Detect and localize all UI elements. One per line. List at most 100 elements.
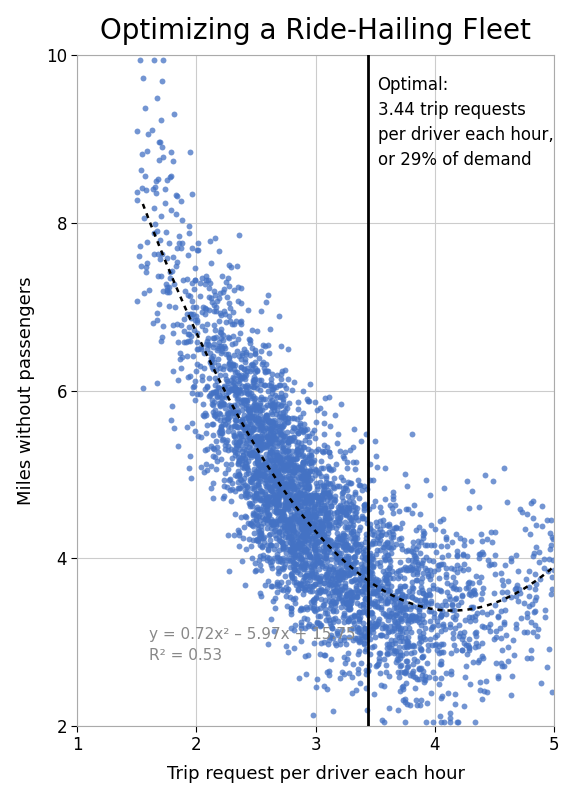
Point — [252, 448, 262, 461]
Point — [316, 525, 325, 538]
Point — [192, 243, 201, 256]
Point — [411, 551, 420, 564]
Point — [547, 531, 556, 544]
Point — [309, 543, 318, 556]
Point — [480, 684, 489, 697]
Point — [289, 482, 298, 495]
Point — [164, 286, 173, 298]
Point — [249, 526, 259, 539]
Point — [216, 421, 226, 434]
Point — [324, 504, 333, 517]
Point — [273, 461, 282, 474]
Point — [483, 608, 492, 621]
Point — [402, 480, 411, 493]
Point — [318, 462, 328, 474]
Point — [243, 410, 252, 422]
Point — [255, 483, 264, 496]
Point — [306, 569, 316, 582]
Point — [389, 522, 398, 534]
Point — [534, 555, 543, 568]
Point — [241, 452, 250, 465]
Point — [330, 573, 339, 586]
Point — [382, 665, 391, 678]
Point — [407, 599, 416, 612]
Point — [193, 336, 202, 349]
Point — [270, 491, 280, 504]
Point — [197, 341, 206, 354]
Point — [320, 486, 329, 499]
Point — [321, 549, 331, 562]
Point — [364, 663, 373, 676]
Point — [301, 450, 310, 463]
Point — [416, 535, 426, 548]
Point — [278, 395, 287, 408]
Point — [302, 469, 311, 482]
Point — [251, 413, 260, 426]
Point — [425, 553, 434, 566]
Point — [375, 543, 385, 556]
Point — [339, 534, 348, 547]
Point — [405, 668, 415, 681]
Point — [304, 443, 313, 456]
Point — [251, 534, 260, 546]
Point — [297, 552, 306, 565]
Point — [216, 308, 226, 321]
Point — [398, 606, 408, 618]
Point — [380, 592, 389, 605]
Point — [310, 595, 319, 608]
Point — [300, 478, 309, 490]
Point — [397, 603, 407, 616]
Point — [296, 602, 306, 615]
Point — [250, 366, 259, 378]
Point — [329, 595, 338, 608]
Point — [394, 533, 403, 546]
Point — [360, 637, 369, 650]
Point — [282, 599, 292, 612]
Point — [359, 559, 368, 572]
Point — [251, 378, 260, 391]
Point — [227, 338, 237, 350]
Point — [279, 561, 288, 574]
Point — [267, 368, 277, 381]
Point — [263, 514, 273, 526]
Point — [265, 455, 274, 468]
Point — [252, 414, 261, 427]
Point — [272, 420, 281, 433]
Point — [313, 545, 322, 558]
Point — [267, 446, 277, 458]
Point — [208, 352, 217, 365]
Point — [265, 427, 274, 440]
Point — [284, 457, 293, 470]
Point — [401, 654, 411, 667]
Point — [235, 482, 245, 494]
Point — [300, 584, 310, 597]
Point — [378, 629, 387, 642]
Point — [244, 387, 253, 400]
Point — [280, 462, 289, 475]
Point — [173, 256, 182, 269]
Point — [292, 535, 301, 548]
Point — [467, 601, 476, 614]
Point — [273, 490, 282, 503]
Point — [251, 488, 260, 501]
Point — [470, 586, 479, 599]
Point — [401, 609, 410, 622]
Point — [238, 371, 247, 384]
Point — [286, 458, 295, 471]
Point — [472, 570, 481, 582]
Point — [271, 448, 281, 461]
Point — [416, 559, 426, 572]
Point — [354, 573, 364, 586]
Point — [306, 449, 316, 462]
Point — [365, 523, 375, 536]
Point — [248, 506, 258, 519]
Point — [255, 398, 264, 411]
Point — [243, 304, 252, 317]
Point — [331, 521, 340, 534]
Point — [548, 533, 557, 546]
Point — [319, 550, 328, 563]
Point — [287, 537, 296, 550]
Point — [425, 605, 434, 618]
Point — [423, 564, 432, 577]
Point — [300, 476, 309, 489]
